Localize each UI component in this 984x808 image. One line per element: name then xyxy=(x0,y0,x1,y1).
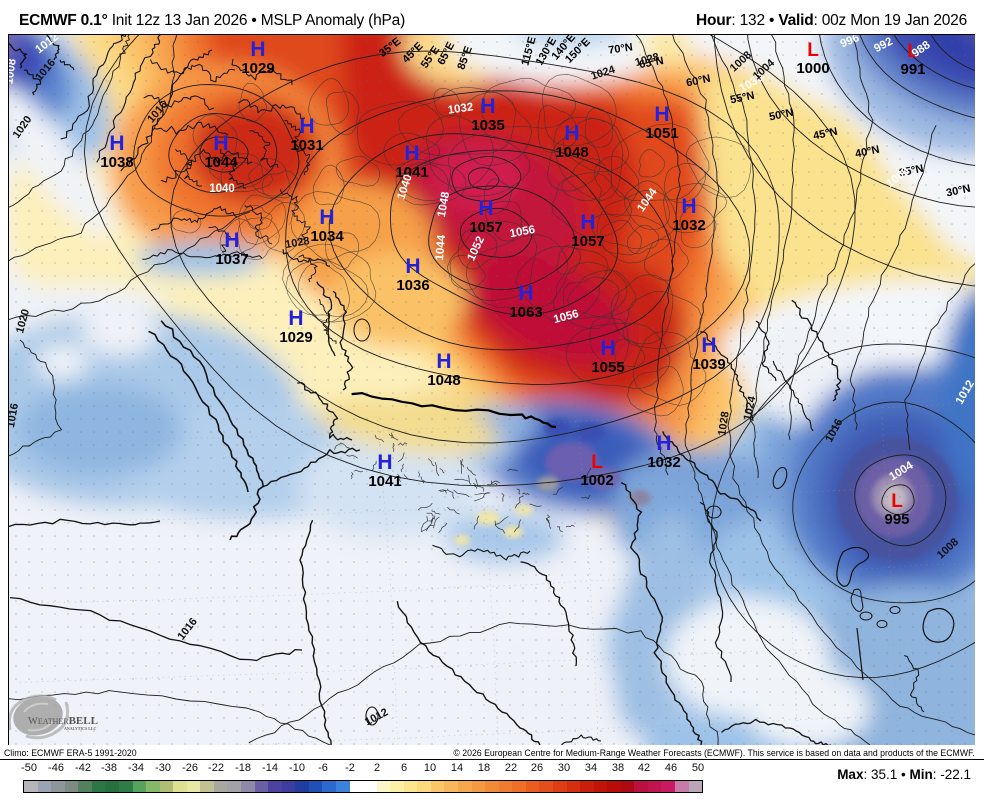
svg-text:1032: 1032 xyxy=(672,217,705,234)
svg-text:H: H xyxy=(288,307,303,330)
svg-text:1028: 1028 xyxy=(284,235,310,251)
svg-text:1031: 1031 xyxy=(290,137,323,154)
svg-text:H: H xyxy=(109,132,124,155)
svg-text:L: L xyxy=(591,452,603,473)
svg-text:1032: 1032 xyxy=(447,101,474,116)
svg-text:1063: 1063 xyxy=(509,304,542,321)
svg-text:1016: 1016 xyxy=(8,402,21,428)
svg-text:65°N: 65°N xyxy=(638,55,664,71)
svg-text:L: L xyxy=(891,491,903,512)
svg-text:L: L xyxy=(907,41,919,62)
svg-text:1039: 1039 xyxy=(692,356,725,373)
svg-text:1000: 1000 xyxy=(796,60,829,77)
svg-text:70°N: 70°N xyxy=(608,41,634,56)
svg-text:H: H xyxy=(518,282,533,305)
svg-text:1044: 1044 xyxy=(434,234,448,261)
svg-text:WEATHERBELL: WEATHERBELL xyxy=(28,715,98,727)
svg-text:1034: 1034 xyxy=(310,228,344,245)
svg-text:1040: 1040 xyxy=(209,183,235,195)
svg-text:35°N: 35°N xyxy=(898,163,925,180)
svg-text:H: H xyxy=(250,38,265,61)
svg-text:1035: 1035 xyxy=(471,117,504,134)
svg-text:995: 995 xyxy=(884,511,909,528)
svg-text:H: H xyxy=(600,337,615,360)
svg-text:1057: 1057 xyxy=(571,233,604,250)
svg-text:H: H xyxy=(564,122,579,145)
svg-text:1002: 1002 xyxy=(580,472,613,489)
svg-text:H: H xyxy=(656,432,671,455)
svg-text:1038: 1038 xyxy=(100,154,133,171)
svg-text:1037: 1037 xyxy=(215,251,248,268)
svg-text:H: H xyxy=(319,206,334,229)
svg-text:1036: 1036 xyxy=(396,277,429,294)
svg-text:1057: 1057 xyxy=(469,219,502,236)
svg-text:H: H xyxy=(224,229,239,252)
svg-text:1028: 1028 xyxy=(716,411,731,437)
svg-text:H: H xyxy=(213,132,228,155)
svg-text:L: L xyxy=(807,40,819,61)
svg-text:H: H xyxy=(478,197,493,220)
svg-text:40°N: 40°N xyxy=(854,144,881,161)
svg-text:1056: 1056 xyxy=(509,224,536,240)
svg-text:H: H xyxy=(580,211,595,234)
svg-text:1041: 1041 xyxy=(368,473,401,490)
svg-text:H: H xyxy=(480,95,495,118)
svg-text:1048: 1048 xyxy=(555,144,588,161)
svg-text:1051: 1051 xyxy=(645,125,678,142)
svg-text:1024: 1024 xyxy=(742,394,759,421)
svg-text:H: H xyxy=(681,195,696,218)
svg-text:H: H xyxy=(436,350,451,373)
svg-text:60°N: 60°N xyxy=(685,73,712,90)
svg-text:1032: 1032 xyxy=(647,454,680,471)
svg-text:50°N: 50°N xyxy=(768,107,795,124)
svg-text:45°N: 45°N xyxy=(812,126,839,143)
svg-text:H: H xyxy=(299,115,314,138)
svg-text:1048: 1048 xyxy=(427,372,460,389)
svg-text:ANALYTICS LLC: ANALYTICS LLC xyxy=(64,726,97,731)
svg-text:1029: 1029 xyxy=(279,329,312,346)
svg-text:H: H xyxy=(377,451,392,474)
svg-text:1044: 1044 xyxy=(204,154,238,171)
svg-text:30°N: 30°N xyxy=(945,183,972,200)
svg-text:1008: 1008 xyxy=(8,57,19,85)
svg-text:H: H xyxy=(654,103,669,126)
svg-text:1048: 1048 xyxy=(436,190,452,218)
svg-text:H: H xyxy=(405,255,420,278)
svg-text:H: H xyxy=(404,142,419,165)
svg-text:1055: 1055 xyxy=(591,359,624,376)
svg-text:1029: 1029 xyxy=(241,60,274,77)
svg-text:H: H xyxy=(701,334,716,357)
svg-text:55°N: 55°N xyxy=(729,90,756,107)
svg-text:1041: 1041 xyxy=(395,164,428,181)
svg-text:991: 991 xyxy=(900,61,925,78)
